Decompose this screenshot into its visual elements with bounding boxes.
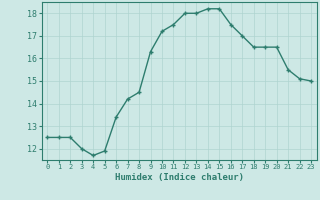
X-axis label: Humidex (Indice chaleur): Humidex (Indice chaleur) (115, 173, 244, 182)
